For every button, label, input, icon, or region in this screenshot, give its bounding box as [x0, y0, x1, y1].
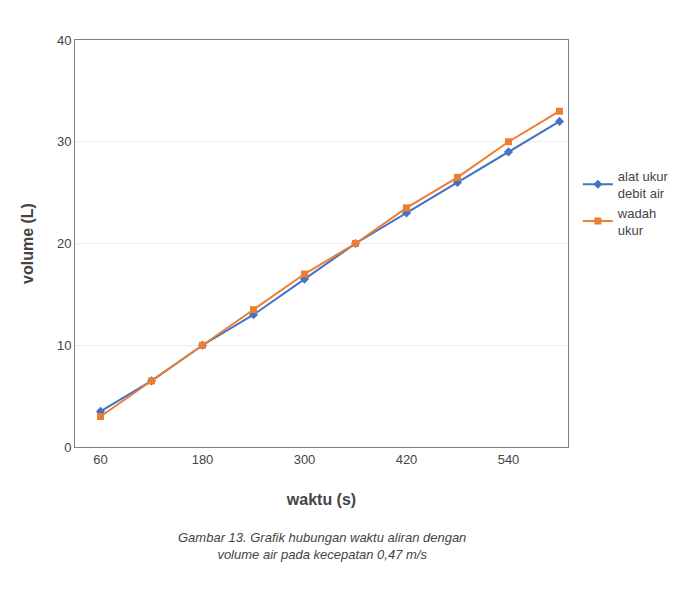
svg-text:20: 20 — [57, 236, 71, 251]
svg-text:420: 420 — [396, 452, 418, 467]
svg-text:volume (L): volume (L) — [19, 203, 36, 284]
svg-text:60: 60 — [93, 452, 107, 467]
svg-text:40: 40 — [57, 33, 71, 48]
svg-text:180: 180 — [192, 452, 214, 467]
svg-text:wadahukur: wadahukur — [617, 206, 656, 238]
svg-text:waktu (s): waktu (s) — [286, 491, 356, 508]
svg-text:alat ukurdebit air: alat ukurdebit air — [618, 169, 669, 201]
svg-text:300: 300 — [294, 452, 316, 467]
svg-text:540: 540 — [498, 452, 520, 467]
svg-text:Gambar 13. Grafik hubungan wak: Gambar 13. Grafik hubungan waktu aliran … — [178, 530, 466, 562]
svg-text:0: 0 — [64, 440, 71, 455]
svg-text:10: 10 — [57, 338, 71, 353]
svg-text:30: 30 — [57, 134, 71, 149]
